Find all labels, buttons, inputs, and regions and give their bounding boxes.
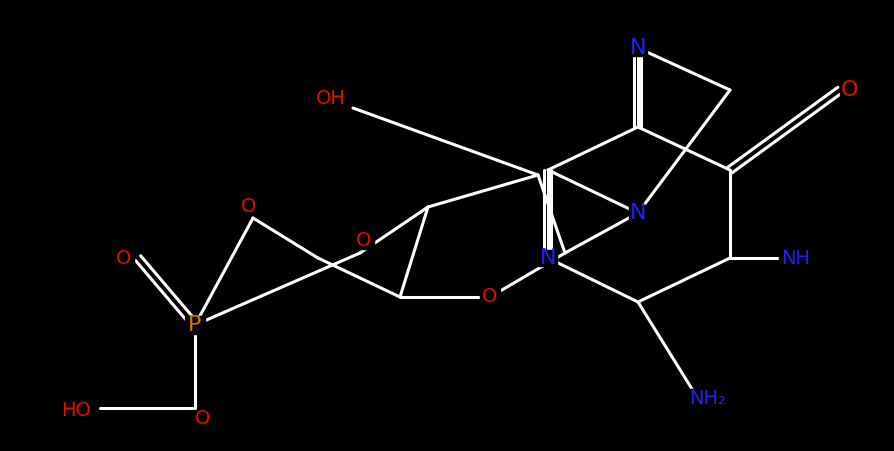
Text: O: O (482, 287, 497, 307)
Polygon shape (114, 250, 134, 266)
Text: NH: NH (780, 249, 810, 267)
Polygon shape (312, 89, 350, 107)
Text: N: N (629, 38, 645, 58)
Polygon shape (538, 250, 556, 266)
Text: N: N (539, 248, 556, 268)
Polygon shape (628, 40, 646, 56)
Polygon shape (839, 82, 859, 98)
Text: O: O (356, 231, 371, 250)
Text: O: O (840, 80, 857, 100)
Text: NH₂: NH₂ (688, 388, 726, 408)
Polygon shape (479, 289, 500, 305)
Polygon shape (354, 233, 374, 249)
Polygon shape (684, 389, 730, 407)
Polygon shape (628, 205, 646, 221)
Polygon shape (185, 316, 205, 334)
Text: O: O (241, 197, 257, 216)
Text: N: N (629, 203, 645, 223)
Polygon shape (778, 250, 812, 266)
Text: HO: HO (61, 400, 91, 419)
Polygon shape (239, 198, 258, 214)
Text: P: P (188, 315, 201, 335)
Text: OH: OH (316, 88, 346, 107)
Polygon shape (59, 401, 93, 419)
Text: O: O (195, 409, 210, 428)
Text: O: O (116, 249, 131, 267)
Polygon shape (193, 410, 213, 426)
